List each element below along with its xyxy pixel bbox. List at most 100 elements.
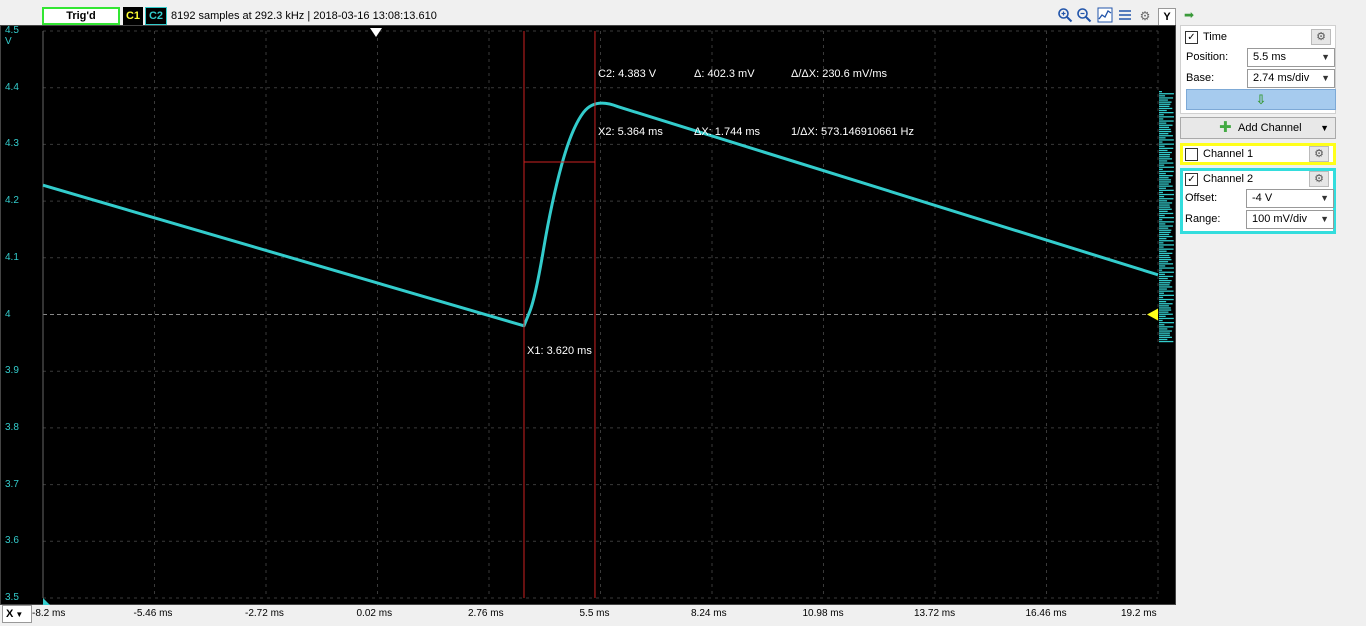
histogram-bar — [1159, 315, 1166, 317]
chevron-down-icon: ▼ — [1321, 52, 1330, 62]
histogram-bar — [1159, 317, 1174, 320]
x-origin-marker — [43, 598, 51, 606]
histogram-bar — [1159, 254, 1170, 257]
cursor-slope: Δ/ΔX: 230.6 mV/ms — [791, 68, 888, 80]
y-tick-label: 4.1 — [5, 251, 19, 263]
x-axis-button[interactable]: X ▼ — [2, 605, 32, 623]
histogram-bar — [1159, 97, 1174, 99]
base-select[interactable]: 2.74 ms/div ▼ — [1247, 69, 1335, 88]
offset-select[interactable]: -4 V ▼ — [1246, 189, 1334, 208]
histogram-bar — [1159, 160, 1168, 162]
histogram-bar — [1159, 103, 1171, 105]
scope-plot-area[interactable]: C2: 4.383 V Δ: 402.3 mV Δ/ΔX: 230.6 mV/ms X… — [0, 25, 1177, 606]
channel2-title: Channel 2 — [1203, 173, 1254, 185]
histogram-bar — [1159, 164, 1165, 166]
apply-button[interactable]: ⇩ — [1186, 89, 1336, 110]
cursor-c2-value: C2: 4.383 V — [598, 68, 657, 80]
histogram-bar — [1159, 189, 1174, 191]
histogram-bar — [1159, 227, 1169, 229]
time-checkbox[interactable]: ✓ — [1185, 31, 1198, 44]
plot-mode-icon[interactable] — [1096, 7, 1114, 25]
histogram-bar — [1159, 185, 1173, 187]
chevron-down-icon: ▼ — [1320, 214, 1329, 224]
channel1-gear-icon[interactable]: ⚙ — [1309, 146, 1329, 162]
histogram-bar — [1159, 172, 1166, 175]
histogram-bar — [1159, 231, 1171, 233]
time-gear-icon[interactable]: ⚙ — [1311, 29, 1331, 45]
histogram-bar — [1159, 313, 1173, 315]
x-tick-label: 10.98 ms — [802, 608, 844, 619]
channel2-group: ✓ Channel 2 ⚙ Offset: -4 V ▼ Range: 100 m… — [1180, 168, 1336, 234]
histogram-bar — [1159, 326, 1174, 328]
histogram-bar — [1159, 128, 1171, 131]
list-view-icon[interactable] — [1116, 7, 1134, 25]
y-tick-label: 3.9 — [5, 365, 19, 377]
cursor-x1-value: X1: 3.620 ms — [527, 345, 592, 357]
histogram-bar — [1159, 193, 1174, 196]
histogram-bar — [1159, 265, 1166, 267]
cursor-frequency: 1/ΔX: 573.146910661 Hz — [791, 126, 914, 138]
add-channel-button[interactable]: ✚ Add Channel ▼ — [1180, 117, 1336, 139]
histogram-bar — [1159, 143, 1174, 145]
histogram-bar — [1159, 107, 1173, 110]
histogram-bar — [1159, 99, 1168, 101]
histogram-bar — [1159, 135, 1173, 137]
histogram-bar — [1159, 170, 1174, 173]
histogram-bar — [1159, 212, 1174, 215]
histogram-bar — [1159, 246, 1164, 248]
histogram-bar — [1159, 187, 1166, 189]
histogram-bar — [1159, 286, 1173, 288]
histogram-bar — [1159, 271, 1174, 273]
histogram-bar — [1159, 156, 1170, 158]
histogram-bar — [1159, 292, 1164, 294]
acquisition-info: 8192 samples at 292.3 kHz | 2018-03-16 1… — [171, 10, 437, 22]
histogram-bar — [1159, 217, 1174, 219]
histogram-bar — [1159, 319, 1163, 322]
histogram-bar — [1159, 223, 1166, 225]
channel2-gear-icon[interactable]: ⚙ — [1309, 171, 1329, 187]
histogram-bar — [1159, 288, 1167, 290]
channel1-checkbox[interactable] — [1185, 148, 1198, 161]
settings-gear-icon[interactable]: ⚙ — [1139, 9, 1151, 23]
y-axis-button[interactable]: Y — [1158, 8, 1176, 26]
position-select[interactable]: 5.5 ms ▼ — [1247, 48, 1335, 67]
histogram-bar — [1159, 307, 1171, 309]
histogram-bar — [1159, 282, 1171, 284]
waveform-plot[interactable]: C2: 4.383 V Δ: 402.3 mV Δ/ΔX: 230.6 mV/ms X… — [1, 26, 1177, 606]
y-tick-label: 3.8 — [5, 421, 19, 433]
histogram-bar — [1159, 221, 1174, 223]
histogram-bar — [1159, 158, 1173, 160]
histogram-bar — [1159, 124, 1173, 126]
histogram-bar — [1159, 206, 1171, 208]
histogram-bar — [1159, 261, 1169, 263]
histogram-bar — [1159, 130, 1172, 133]
zoom-in-icon[interactable] — [1056, 7, 1074, 25]
histogram-bar — [1159, 183, 1169, 185]
channel1-group: Channel 1 ⚙ — [1180, 143, 1336, 165]
zoom-out-icon[interactable] — [1075, 7, 1093, 25]
histogram-bar — [1159, 277, 1168, 280]
channel2-checkbox[interactable]: ✓ — [1185, 173, 1198, 186]
waveform-trace — [42, 101, 1159, 328]
histogram-bar — [1159, 240, 1174, 242]
histogram-bar — [1159, 294, 1174, 296]
y-tick-label: 3.7 — [5, 478, 19, 490]
y-axis-unit: V — [5, 36, 12, 47]
histogram-bar — [1159, 198, 1174, 200]
range-select[interactable]: 100 mV/div ▼ — [1246, 210, 1334, 229]
channel1-button[interactable]: C1 — [123, 7, 143, 25]
x-tick-label: 8.24 ms — [691, 608, 727, 619]
histogram-bar — [1159, 309, 1172, 311]
histogram-bar — [1159, 109, 1167, 112]
channel2-button[interactable]: C2 — [145, 7, 167, 25]
histogram-bar — [1159, 114, 1164, 116]
base-value: 2.74 ms/div — [1253, 72, 1310, 84]
channel1-title: Channel 1 — [1203, 148, 1254, 160]
x-tick-label: -5.46 ms — [133, 608, 173, 619]
arrow-right-icon[interactable]: ➡ — [1184, 8, 1195, 22]
histogram-bar — [1159, 259, 1172, 261]
histogram-bar — [1159, 242, 1164, 244]
base-label: Base: — [1186, 72, 1215, 84]
histogram-bar — [1159, 204, 1170, 206]
histogram-bar — [1159, 147, 1174, 149]
